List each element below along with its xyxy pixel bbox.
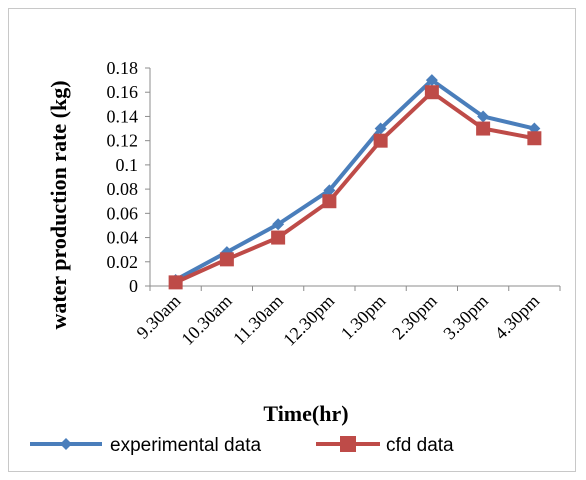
series-line-2 [174,90,535,285]
y-tick-label: 0.16 [107,82,139,102]
y-tick-label: 0.12 [107,131,139,151]
y-tick-label: 0 [129,276,138,296]
x-tick-label: 1.30pm [337,291,390,344]
x-tick-label: 12.30pm [279,291,338,350]
data-point-cfd [373,133,388,148]
legend-label: cfd data [386,435,454,456]
x-tick-label: 3.30pm [439,291,492,344]
y-tick-label: 0.02 [107,252,139,272]
data-point-cfd [219,252,234,267]
data-point-cfd [168,275,183,290]
y-tick-label: 0.1 [116,155,139,175]
data-point-cfd [424,85,439,100]
data-point-cfd [271,230,286,245]
data-point-experimental [323,184,336,197]
legend-square-marker [340,436,356,452]
y-tick-label: 0.18 [107,58,139,78]
data-point-cfd [322,194,337,209]
y-tick-label: 0.08 [107,179,139,199]
data-point-experimental [220,246,233,259]
chart-frame [8,8,576,472]
y-axis-label: water production rate (kg) [46,80,71,329]
y-tick-label: 0.04 [107,228,139,248]
x-axis-label: Time(hr) [263,401,348,426]
legend: experimental data cfd data [30,435,454,456]
legend-label: experimental data [110,435,261,456]
y-tick-label: 0.14 [107,106,139,126]
x-tick-label: 10.30am [177,291,235,349]
data-point-experimental [425,74,438,87]
x-tick-label: 4.30pm [491,291,544,344]
data-point-experimental [272,218,285,231]
y-tick-label: 0.06 [107,203,139,223]
data-point-cfd [476,121,491,136]
x-tick-label: 2.30pm [388,291,441,344]
data-point-cfd [527,131,542,146]
series-line-1 [174,78,535,282]
data-point-experimental [374,122,387,135]
x-tick-label: 11.30am [229,291,287,349]
data-point-experimental [477,110,490,123]
legend-diamond-marker [60,438,72,450]
